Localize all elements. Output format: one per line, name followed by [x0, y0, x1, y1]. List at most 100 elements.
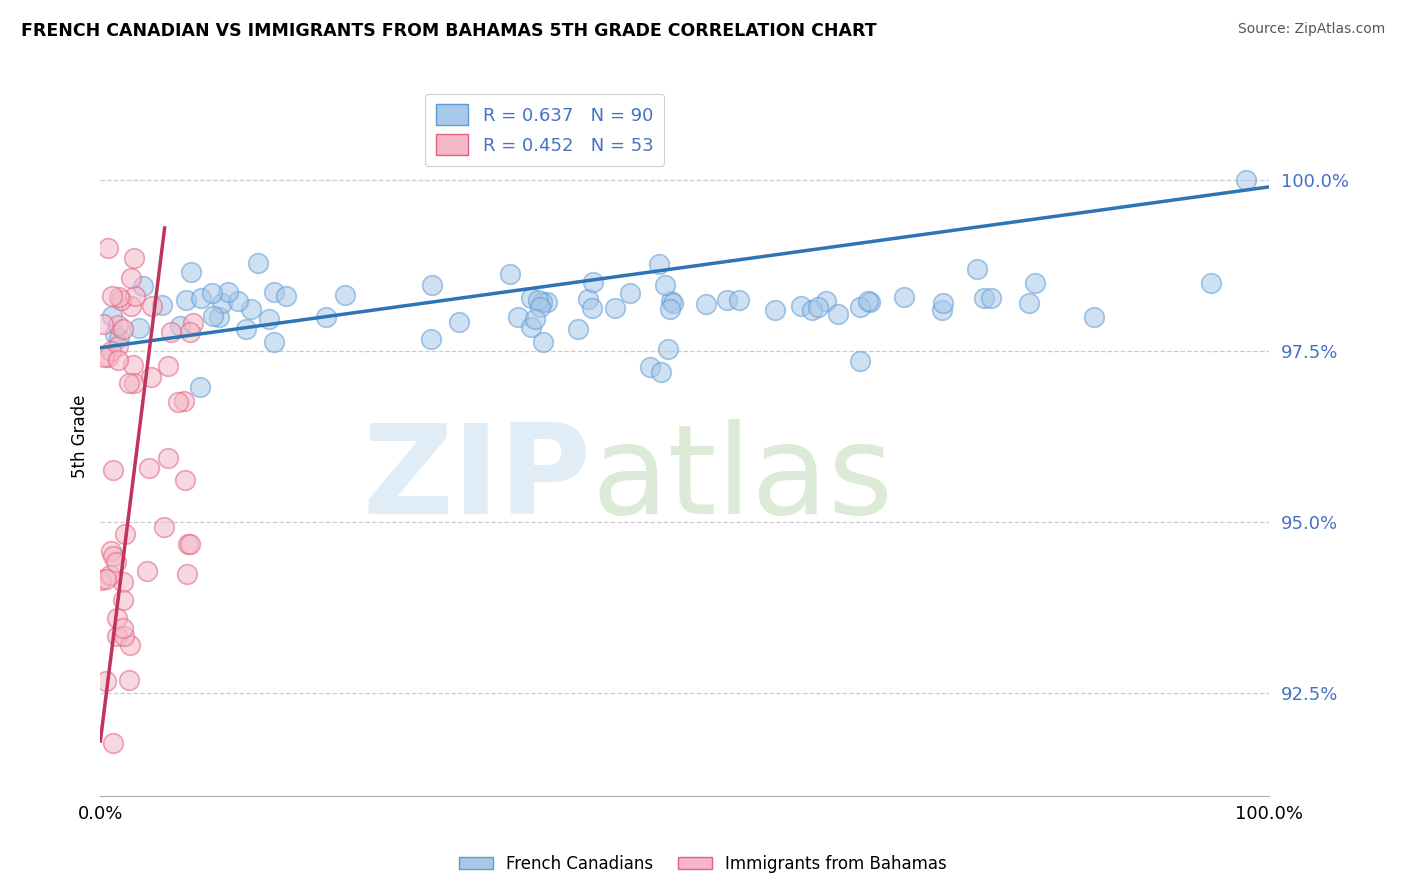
Point [658, 301, 681, 316]
Text: Source: ZipAtlas.com: Source: ZipAtlas.com [1237, 22, 1385, 37]
Point [156, 451, 179, 466]
Point [98, 567, 121, 582]
Point [169, 318, 191, 333]
Point [177, 537, 200, 551]
Legend: R = 0.637   N = 90, R = 0.452   N = 53: R = 0.637 N = 90, R = 0.452 N = 53 [425, 94, 664, 166]
Point [499, 267, 522, 281]
Point [531, 294, 554, 309]
Point [420, 278, 443, 293]
Point [931, 302, 953, 317]
Point [567, 321, 589, 335]
Point [107, 318, 129, 332]
Point [104, 326, 127, 341]
Point [1024, 276, 1046, 290]
Point [108, 290, 131, 304]
Point [257, 312, 280, 326]
Point [97, 351, 120, 365]
Point [524, 311, 547, 326]
Point [107, 339, 129, 353]
Point [763, 302, 786, 317]
Point [120, 298, 142, 312]
Point [848, 301, 870, 315]
Point [1083, 310, 1105, 324]
Point [235, 322, 257, 336]
Point [648, 257, 671, 271]
Point [160, 325, 183, 339]
Point [211, 295, 233, 310]
Point [135, 564, 157, 578]
Point [118, 376, 141, 390]
Point [801, 302, 824, 317]
Point [893, 290, 915, 304]
Point [103, 736, 125, 750]
Point [120, 270, 142, 285]
Point [105, 628, 128, 642]
Point [128, 321, 150, 335]
Point [973, 291, 995, 305]
Point [139, 369, 162, 384]
Point [931, 295, 953, 310]
Point [141, 299, 163, 313]
Point [124, 289, 146, 303]
Y-axis label: 5th Grade: 5th Grade [72, 395, 89, 478]
Point [239, 301, 262, 316]
Point [100, 289, 122, 303]
Point [263, 334, 285, 349]
Point [856, 293, 879, 308]
Text: FRENCH CANADIAN VS IMMIGRANTS FROM BAHAMAS 5TH GRADE CORRELATION CHART: FRENCH CANADIAN VS IMMIGRANTS FROM BAHAM… [21, 22, 877, 40]
Point [108, 331, 131, 345]
Point [657, 342, 679, 356]
Point [111, 593, 134, 607]
Point [110, 293, 132, 307]
Point [1018, 295, 1040, 310]
Point [201, 286, 224, 301]
Text: atlas: atlas [591, 419, 893, 541]
Point [173, 394, 195, 409]
Point [659, 293, 682, 308]
Point [662, 295, 685, 310]
Point [508, 310, 530, 324]
Point [91, 317, 114, 331]
Point [179, 325, 201, 339]
Point [174, 293, 197, 308]
Point [93, 350, 115, 364]
Point [526, 293, 548, 307]
Point [167, 395, 190, 409]
Point [578, 293, 600, 307]
Point [90, 573, 112, 587]
Point [114, 527, 136, 541]
Point [94, 572, 117, 586]
Point [246, 256, 269, 270]
Point [315, 310, 337, 324]
Point [107, 352, 129, 367]
Point [695, 297, 717, 311]
Point [827, 307, 849, 321]
Point [520, 291, 543, 305]
Point [807, 300, 830, 314]
Point [650, 365, 672, 379]
Point [111, 574, 134, 589]
Point [138, 461, 160, 475]
Point [132, 278, 155, 293]
Point [728, 293, 751, 307]
Point [276, 289, 298, 303]
Point [849, 354, 872, 368]
Point [118, 638, 141, 652]
Point [188, 379, 211, 393]
Point [263, 285, 285, 299]
Point [226, 293, 249, 308]
Point [104, 555, 127, 569]
Point [966, 262, 988, 277]
Text: ZIP: ZIP [363, 419, 591, 541]
Point [581, 301, 603, 316]
Point [201, 309, 224, 323]
Point [180, 264, 202, 278]
Point [619, 286, 641, 301]
Point [111, 322, 134, 336]
Point [112, 621, 135, 635]
Point [1234, 173, 1257, 187]
Point [419, 332, 441, 346]
Point [176, 566, 198, 581]
Point [118, 673, 141, 687]
Point [716, 293, 738, 307]
